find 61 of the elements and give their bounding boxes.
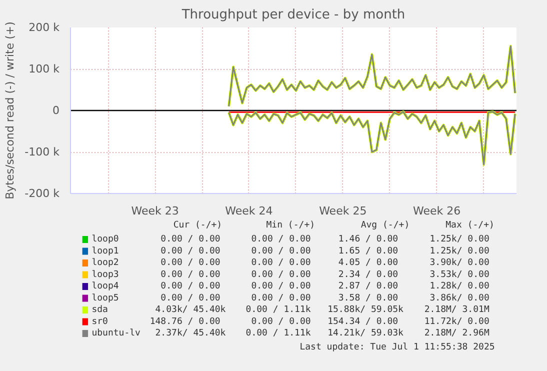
text: 148.76 / 0.00: [150, 316, 220, 327]
x-tick-label: Week 25: [319, 204, 367, 218]
text: 2.18M/ 2.96M: [424, 328, 490, 338]
text: 2.34 / 0.00: [338, 270, 398, 280]
text: 0.00 / 0.00: [160, 282, 220, 292]
y-tick-label: 100 k: [28, 62, 60, 76]
text: 0.00 / 0.00: [160, 270, 220, 280]
text: Min (-/+): [266, 220, 316, 230]
text: 0.00 / 1.11k: [246, 305, 312, 315]
text: 0.00 / 0.00: [251, 282, 311, 292]
text: Avg (-/+): [360, 220, 410, 230]
y-axis-title: Bytes/second read (-) / write (+): [4, 22, 17, 200]
text: 0.00 / 0.00: [251, 270, 311, 280]
y-tick-label: 0: [52, 104, 60, 117]
text: 4.03k/ 45.40k: [155, 305, 226, 315]
text: 1.46 / 0.00: [338, 234, 398, 244]
text: Max (-/+): [446, 220, 494, 230]
legend-label: sda: [92, 305, 108, 315]
text: 0.00 / 0.00: [251, 234, 311, 244]
legend-label: sr0: [92, 316, 108, 327]
text: 3.90k/ 0.00: [430, 258, 490, 268]
text: 1.25k/ 0.00: [430, 246, 490, 256]
x-tick-label: Week 23: [131, 204, 179, 218]
text: 3.53k/ 0.00: [430, 270, 490, 280]
text: Last update: Tue Jul 1 11:55:38 2025: [300, 342, 495, 352]
x-tick-label: Week 24: [225, 204, 273, 218]
text: 154.34 / 0.00: [328, 316, 398, 327]
y-tick-label: -100 k: [24, 146, 60, 158]
text: 0.00 / 0.00: [251, 246, 311, 256]
text: 0.00 / 1.11k: [246, 328, 312, 338]
legend-label: loop1: [92, 246, 119, 256]
text: 0.00 / 0.00: [251, 258, 311, 268]
text: 0.00 / 0.00: [160, 293, 220, 304]
legend-label: loop4: [92, 282, 119, 292]
text: 1.28k/ 0.00: [430, 282, 490, 292]
text: 3.58 / 0.00: [338, 293, 398, 304]
text: 2.37k/ 45.40k: [155, 328, 226, 338]
text: 0.00 / 0.00: [251, 316, 311, 327]
chart-title: Throughput per device - by month: [180, 8, 406, 22]
text: 0.00 / 0.00: [160, 234, 220, 244]
text: 4.05 / 0.00: [338, 258, 398, 268]
text: 3.86k/ 0.00: [430, 293, 490, 304]
text: 2.87 / 0.00: [338, 282, 398, 292]
legend-label: loop5: [92, 293, 119, 304]
text: 0.00 / 0.00: [251, 293, 311, 304]
text: 0.00 / 0.00: [160, 246, 220, 256]
text: 15.88k/ 59.05k: [328, 305, 404, 315]
text: 11.72k/ 0.00: [424, 316, 490, 327]
text: 0.00 / 0.00: [160, 258, 220, 268]
text: 1.65 / 0.00: [338, 246, 398, 256]
text: 1.25k/ 0.00: [430, 234, 490, 244]
y-tick-label: 200 k: [28, 21, 60, 34]
text: Cur (-/+): [173, 220, 222, 230]
legend-label: loop2: [92, 258, 119, 268]
y-tick-label: -200 k: [24, 187, 60, 200]
text: 2.18M/ 3.01M: [424, 305, 490, 315]
legend-label: ubuntu-lv: [92, 328, 140, 338]
x-tick-label: Week 26: [413, 204, 461, 218]
legend-label: loop0: [92, 234, 119, 244]
legend-label: loop3: [92, 270, 119, 280]
text: 14.21k/ 59.03k: [328, 328, 404, 338]
